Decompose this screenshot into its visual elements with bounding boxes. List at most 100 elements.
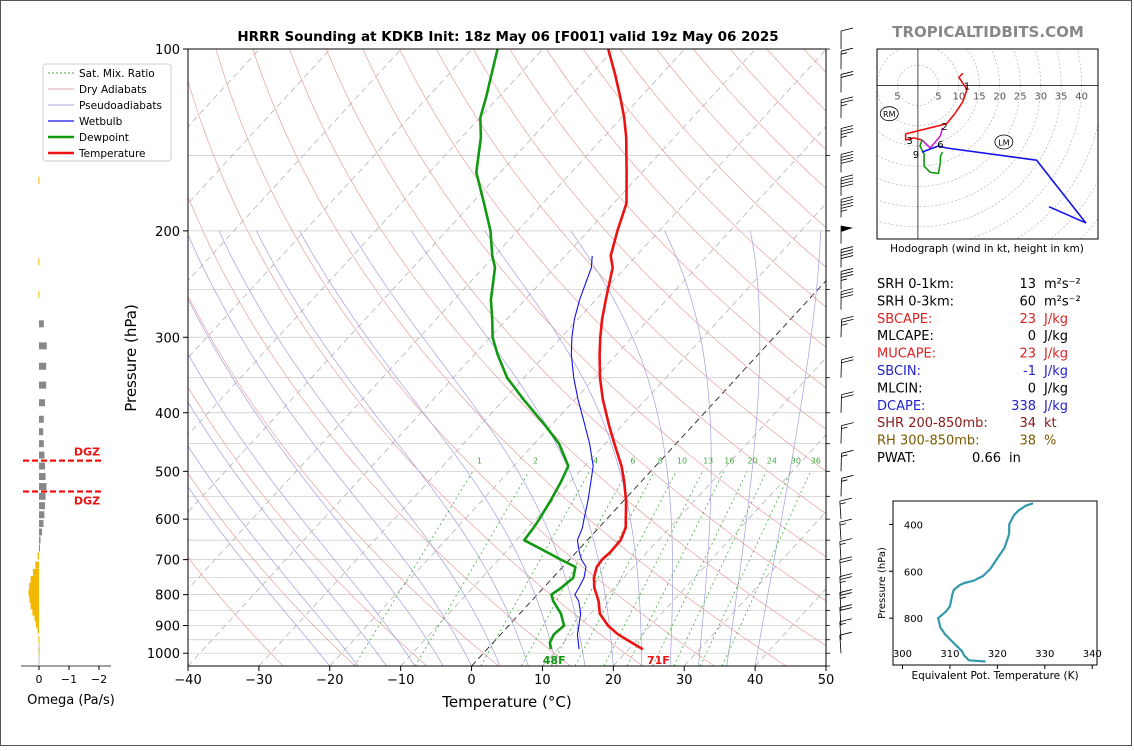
barb-flag	[841, 256, 853, 259]
mixing-ratio-label: 13	[703, 457, 713, 466]
barb-half-flag	[840, 524, 846, 526]
wind-barb	[841, 357, 854, 378]
index-value: 0	[1028, 329, 1036, 344]
wind-barb	[841, 226, 853, 244]
barb-half-flag	[842, 324, 848, 326]
index-unit: kt	[1044, 416, 1057, 431]
dry-adiabat-line	[400, 49, 1074, 666]
barb-flag	[840, 574, 852, 577]
omega-bar-rising	[38, 291, 39, 298]
wind-barbs	[840, 28, 854, 653]
index-unit: J/kg	[1043, 347, 1068, 362]
wind-barb	[841, 423, 854, 444]
index-value: 23	[1019, 347, 1036, 362]
wind-barb	[840, 619, 852, 640]
omega-bar-rising	[39, 647, 40, 654]
barb-flag	[841, 292, 853, 295]
barb-half-flag	[842, 427, 848, 429]
barb-flag	[841, 196, 853, 199]
mixing-ratio-label: 4	[593, 457, 598, 466]
site-watermark: TROPICALTIDBITS.COM	[892, 23, 1084, 41]
y-tick-label: 400	[155, 407, 180, 422]
mixing-ratio-line	[415, 471, 529, 666]
hodograph-ring-label: 15	[973, 91, 986, 102]
barb-flag	[841, 97, 853, 100]
barb-flag	[842, 319, 854, 322]
marker-label: RM	[883, 110, 896, 119]
theta-e-y-tick-label: 600	[904, 567, 923, 578]
index-unit: in	[1009, 451, 1021, 466]
theta-e-x-tick-label: 340	[1083, 649, 1102, 660]
index-label: MUCAPE:	[877, 347, 936, 362]
barb-staff	[841, 395, 842, 413]
temperature-trace	[594, 49, 643, 649]
omega-x-axis-label: Omega (Pa/s)	[27, 693, 115, 708]
barb-flag	[842, 360, 854, 363]
barb-flag	[841, 199, 853, 202]
hodograph-height-label: 9	[913, 150, 919, 161]
theta-e-x-tick-label: 300	[893, 649, 912, 660]
index-label: SBCAPE:	[877, 312, 932, 327]
theta-e-x-tick-label: 330	[1035, 649, 1054, 660]
barb-flag	[842, 475, 854, 478]
omega-bar-sinking	[39, 452, 44, 459]
barb-flag	[840, 605, 852, 608]
omega-tick-label: −2	[91, 673, 107, 686]
barb-flag	[841, 178, 853, 181]
wind-barb	[841, 316, 854, 337]
omega-bar-sinking	[39, 537, 41, 544]
mixing-ratio-line	[722, 471, 810, 666]
index-label: SBCIN:	[877, 364, 921, 379]
barb-flag	[841, 253, 853, 256]
wind-barb	[841, 268, 853, 289]
x-tick-label: 40	[747, 673, 764, 688]
x-tick-label: 50	[818, 673, 835, 688]
barb-flag	[840, 632, 852, 635]
theta-e-y-tick-label: 400	[904, 520, 923, 531]
pseudoadiabat-line	[571, 231, 673, 666]
hodograph-ring-label: 25	[1014, 91, 1027, 102]
y-tick-label: 600	[155, 513, 180, 528]
rm-marker: RM	[880, 107, 898, 121]
barb-staff	[841, 453, 842, 471]
mixing-ratio-line	[604, 471, 703, 666]
wind-barb	[841, 289, 853, 310]
hodograph-ring-label: 5	[894, 91, 900, 102]
omega-bar-sinking	[39, 493, 46, 500]
legend-label: Sat. Mix. Ratio	[79, 68, 155, 80]
barb-flag	[840, 557, 852, 560]
hodograph-height-label: 1	[964, 81, 970, 92]
barb-staff	[841, 360, 842, 378]
mixing-ratio-label: 8	[658, 457, 663, 466]
omega-bar-sinking	[39, 416, 44, 423]
barb-flag	[841, 202, 853, 205]
wind-barb	[840, 519, 852, 540]
mixing-ratio-label: 6	[630, 457, 635, 466]
barb-flag	[841, 128, 853, 131]
hodograph-ring-label: 5	[935, 91, 941, 102]
barb-flag	[841, 154, 853, 157]
barb-flag	[842, 316, 854, 319]
barb-flag	[841, 175, 853, 178]
barb-flag	[840, 560, 852, 563]
barb-staff	[841, 478, 842, 496]
x-tick-label: −30	[245, 673, 272, 688]
x-tick-label: −10	[387, 673, 414, 688]
hodograph-ring-label: 30	[1034, 91, 1047, 102]
theta-e-x-tick-label: 320	[988, 649, 1007, 660]
skewt-y-axis-label: Pressure (hPa)	[122, 304, 140, 412]
x-tick-label: −20	[316, 673, 343, 688]
omega-bar-sinking	[39, 320, 44, 327]
omega-bar-rising	[38, 552, 40, 559]
mixing-ratio-label: 16	[724, 457, 734, 466]
barb-flag	[841, 268, 853, 271]
dry-adiabat-line	[326, 49, 930, 666]
index-value: 0	[1028, 381, 1036, 396]
